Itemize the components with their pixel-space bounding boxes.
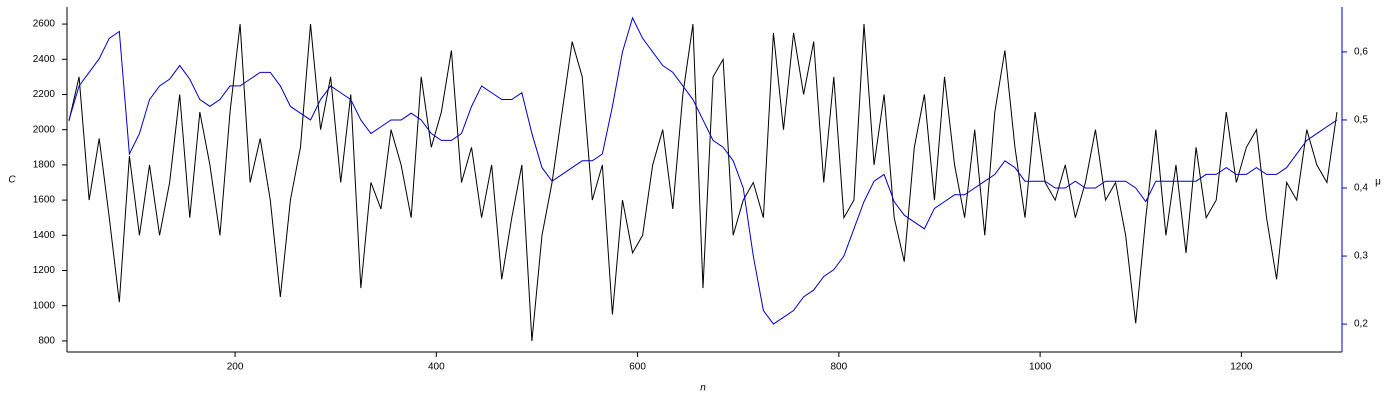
- y-tick-label: 800: [38, 336, 55, 347]
- x-tick-label: 1000: [1029, 362, 1052, 373]
- x-tick-label: 600: [629, 362, 646, 373]
- y-tick-label: 1200: [33, 265, 56, 276]
- y2-tick-label: 0,4: [1354, 183, 1368, 194]
- y-tick-label: 2200: [33, 89, 56, 100]
- x-axis-label: n: [700, 383, 706, 394]
- line-series: [68, 23, 1338, 341]
- y2-tick-label: 0,6: [1354, 47, 1368, 58]
- x-tick-label: 1200: [1230, 362, 1253, 373]
- x-tick-label: 200: [227, 362, 244, 373]
- y2-tick-label: 0,3: [1354, 251, 1368, 262]
- y-tick-label: 1000: [33, 300, 56, 311]
- y-tick-label: 1800: [33, 160, 56, 171]
- line-series: [68, 16, 1338, 325]
- x-tick-label: 400: [428, 362, 445, 373]
- y-tick-label: 2000: [33, 124, 56, 135]
- y-axis-label: C: [8, 175, 16, 186]
- y-tick-label: 2400: [33, 54, 56, 65]
- y2-tick-label: 0,2: [1354, 319, 1368, 330]
- y2-axis-label: μ: [1375, 177, 1381, 188]
- y2-tick-label: 0,5: [1354, 115, 1368, 126]
- x-tick-label: 800: [830, 362, 847, 373]
- y-tick-label: 2600: [33, 19, 56, 30]
- y-tick-label: 1600: [33, 195, 56, 206]
- y-tick-label: 1400: [33, 230, 56, 241]
